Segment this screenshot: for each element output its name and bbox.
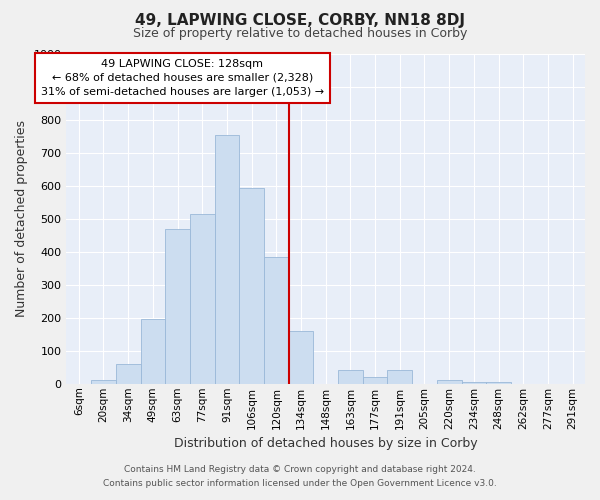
Text: Size of property relative to detached houses in Corby: Size of property relative to detached ho… [133, 28, 467, 40]
Bar [140, 320, 165, 384]
Bar [461, 382, 486, 384]
Bar [363, 376, 388, 384]
Bar [264, 257, 289, 384]
Bar [338, 370, 363, 384]
Text: Contains HM Land Registry data © Crown copyright and database right 2024.
Contai: Contains HM Land Registry data © Crown c… [103, 466, 497, 487]
Bar [437, 380, 461, 384]
Bar [289, 331, 313, 384]
X-axis label: Distribution of detached houses by size in Corby: Distribution of detached houses by size … [174, 437, 478, 450]
Bar [239, 188, 264, 384]
Bar [116, 364, 140, 384]
Bar [388, 370, 412, 384]
Bar [215, 135, 239, 384]
Bar [486, 382, 511, 384]
Bar [165, 229, 190, 384]
Text: 49 LAPWING CLOSE: 128sqm
← 68% of detached houses are smaller (2,328)
31% of sem: 49 LAPWING CLOSE: 128sqm ← 68% of detach… [41, 59, 324, 97]
Y-axis label: Number of detached properties: Number of detached properties [15, 120, 28, 318]
Text: 49, LAPWING CLOSE, CORBY, NN18 8DJ: 49, LAPWING CLOSE, CORBY, NN18 8DJ [135, 12, 465, 28]
Bar [190, 214, 215, 384]
Bar [91, 380, 116, 384]
